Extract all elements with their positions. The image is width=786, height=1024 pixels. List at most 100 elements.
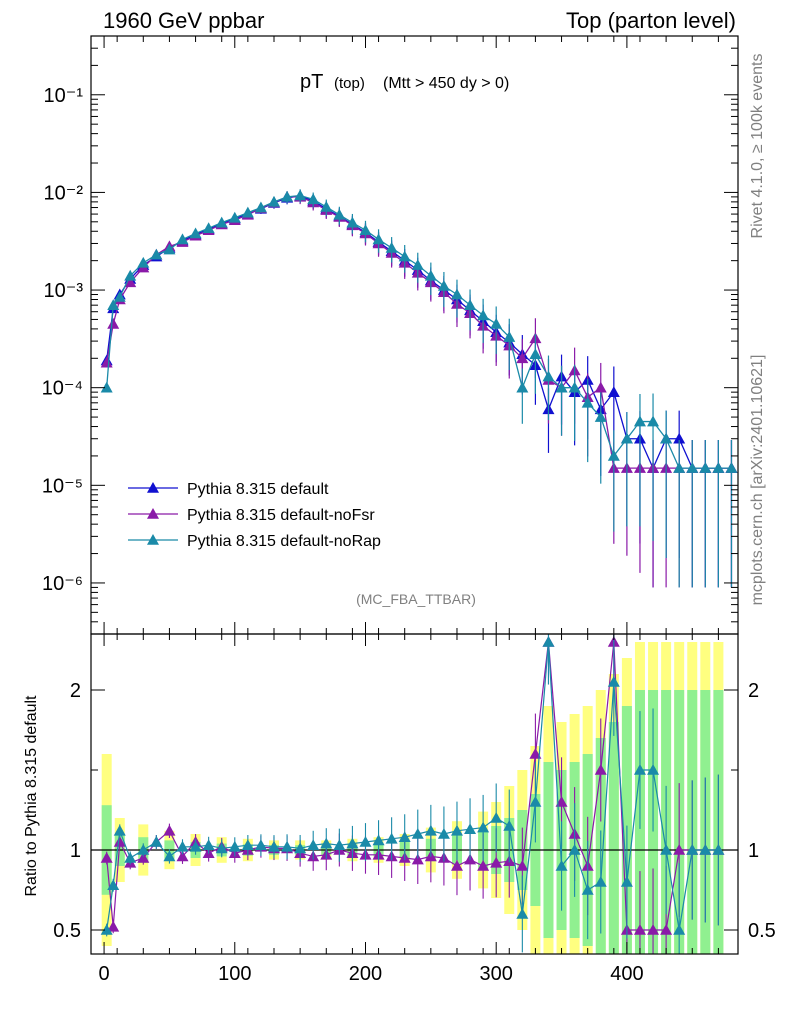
- ratio-point-noFsr: [673, 844, 686, 855]
- source-label: mcplots.cern.ch [arXiv:2401.10621]: [749, 355, 766, 606]
- data-point-noRap: [660, 432, 673, 444]
- data-point-noRap: [699, 462, 712, 473]
- data-point-noRap: [189, 227, 202, 239]
- y-tick-label: 10⁻²: [44, 182, 84, 204]
- data-point-noRap: [385, 241, 398, 253]
- ratio-y-tick-label: 0.5: [53, 920, 81, 942]
- data-point-noRap: [594, 411, 607, 422]
- ratio-point-noRap: [437, 828, 450, 839]
- data-point-noRap: [503, 331, 516, 342]
- ratio-point-noRap: [647, 764, 660, 775]
- ratio-point-noRap: [176, 840, 189, 852]
- ratio-point-noRap: [620, 876, 633, 887]
- data-point-default: [607, 386, 620, 397]
- ratio-y-tick-label-right: 1: [748, 840, 759, 862]
- data-point-noRap: [267, 195, 280, 207]
- ratio-point-noFsr: [477, 860, 490, 871]
- legend-marker-default: [147, 482, 159, 493]
- ratio-point-noRap: [137, 844, 150, 855]
- ratio-point-noFsr: [633, 924, 646, 935]
- header-right: Top (parton level): [566, 8, 736, 33]
- data-point-noRap: [163, 243, 176, 255]
- ratio-point-noRap: [163, 850, 176, 862]
- ratio-point-noFsr: [137, 852, 150, 863]
- data-point-noRap: [398, 250, 411, 262]
- data-point-noRap: [215, 216, 228, 228]
- data-point-noFsr: [594, 381, 607, 393]
- ratio-point-noRap: [228, 840, 241, 852]
- data-point-noRap: [241, 206, 254, 218]
- plot-title-main: pT: [300, 71, 323, 93]
- data-point-noRap: [202, 222, 215, 234]
- data-point-noFsr: [107, 317, 120, 329]
- data-point-noRap: [346, 216, 359, 228]
- ratio-point-noRap: [699, 844, 712, 855]
- data-point-noRap: [359, 224, 372, 236]
- data-point-noRap: [281, 190, 294, 202]
- band-inner-bin: [608, 722, 619, 954]
- ratio-point-noRap: [307, 839, 320, 850]
- ratio-point-noFsr: [411, 853, 424, 865]
- ratio-point-noRap: [359, 836, 372, 847]
- data-point-noRap: [633, 415, 646, 427]
- ratio-uncertainty-band: [101, 642, 724, 954]
- ratio-point-noRap: [202, 839, 215, 850]
- legend-label-noRap: Pythia 8.315 default-noRap: [187, 533, 381, 550]
- data-point-noRap: [411, 259, 424, 270]
- data-point-noRap: [176, 233, 189, 245]
- ratio-point-noRap: [503, 820, 516, 831]
- ratio-point-noRap: [568, 844, 581, 855]
- data-point-default: [673, 432, 686, 444]
- ratio-y-tick-label-right: 2: [748, 680, 759, 702]
- ratio-point-noFsr: [555, 796, 568, 807]
- x-tick-label: 300: [480, 963, 513, 985]
- ratio-point-noRap: [712, 844, 725, 855]
- data-point-noRap: [477, 309, 490, 321]
- data-point-noFsr: [516, 352, 529, 364]
- header-left: 1960 GeV ppbar: [103, 8, 264, 33]
- data-point-noRap: [568, 381, 581, 393]
- ratio-point-noRap: [385, 832, 398, 844]
- ratio-point-noFsr: [647, 924, 660, 935]
- y-tick-label: 10⁻⁵: [42, 475, 83, 497]
- ratio-y-tick-label-right: 0.5: [748, 920, 776, 942]
- data-point-noRap: [490, 317, 503, 329]
- data-point-noRap: [254, 201, 267, 213]
- ratio-point-noRap: [542, 636, 555, 647]
- ratio-point-noFsr: [107, 920, 120, 932]
- ratio-point-noFsr: [529, 748, 542, 759]
- data-point-noRap: [437, 280, 450, 291]
- x-tick-label: 0: [99, 963, 110, 985]
- data-point-noRap: [333, 208, 346, 220]
- analysis-label: (MC_FBA_TTBAR): [356, 591, 476, 607]
- data-point-noRap: [725, 462, 738, 473]
- legend: Pythia 8.315 default Pythia 8.315 default…: [128, 481, 381, 550]
- ratio-point-noRap: [477, 821, 490, 833]
- data-point-noRap: [647, 415, 660, 427]
- y-tick-label: 10⁻⁴: [42, 378, 83, 400]
- ratio-point-noRap: [633, 764, 646, 775]
- data-point-noRap: [712, 462, 725, 473]
- ratio-point-noRap: [686, 844, 699, 855]
- data-point-noRap: [124, 269, 137, 281]
- ratio-point-noRap: [529, 796, 542, 807]
- data-point-noRap: [372, 233, 385, 245]
- ratio-point-noRap: [189, 840, 202, 852]
- data-point-noRap: [424, 269, 437, 281]
- data-point-noRap: [107, 299, 120, 310]
- legend-marker-noRap: [147, 534, 159, 545]
- ratio-point-noRap: [124, 852, 137, 863]
- ratio-point-noRap: [424, 824, 437, 836]
- y-tick-label: 10⁻⁶: [42, 573, 83, 595]
- y-tick-label: 10⁻³: [44, 280, 84, 302]
- data-point-noFsr: [100, 356, 113, 368]
- ratio-point-noFsr: [100, 852, 113, 863]
- data-point-noRap: [228, 211, 241, 223]
- ratio-point-noRap: [660, 844, 673, 855]
- ratio-point-noRap: [490, 812, 503, 823]
- ratio-point-noRap: [267, 840, 280, 852]
- legend-label-default: Pythia 8.315 default: [187, 481, 329, 498]
- data-point-noRap: [529, 348, 542, 360]
- data-point-noRap: [150, 248, 163, 260]
- ratio-point-noRap: [254, 839, 267, 850]
